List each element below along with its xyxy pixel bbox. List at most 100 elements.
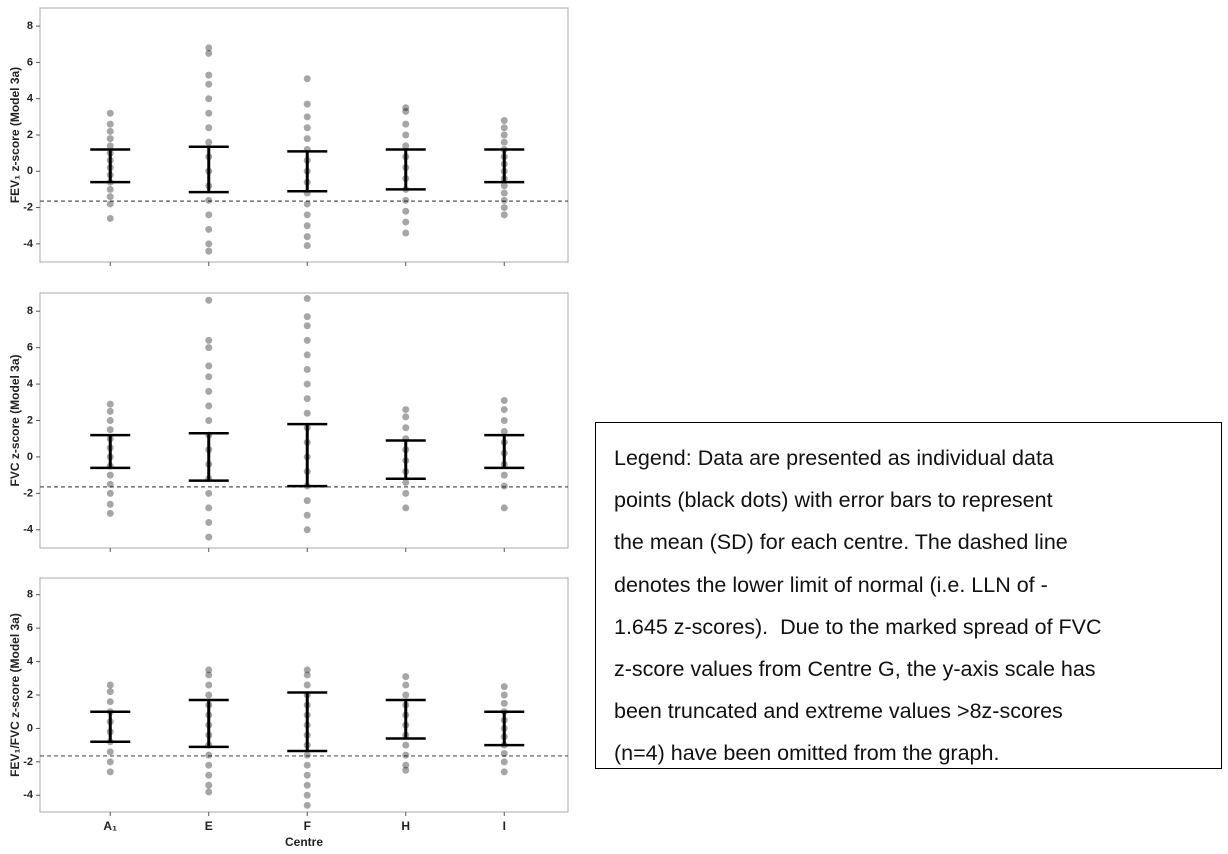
data-point [303,113,311,121]
y-tick-label: 0 [27,451,33,463]
data-point [106,193,114,201]
y-tick-label: -4 [23,789,34,801]
data-point [500,417,508,424]
y-tick-label: 6 [27,622,33,634]
data-point [205,49,213,57]
y-tick-label: 4 [27,378,34,390]
data-point [402,406,410,414]
data-point [205,788,213,796]
data-point [402,218,410,226]
y-tick-label: -4 [23,524,34,536]
data-point [106,509,114,517]
data-point [500,204,508,212]
data-point [303,211,311,219]
data-point [205,666,213,674]
data-point [303,409,311,417]
data-point [303,124,311,132]
data-point [402,131,410,139]
legend-line: z-score values from Centre G, the y-axis… [614,657,1096,682]
data-point [106,135,114,143]
data-point [106,407,114,415]
data-point [303,771,311,779]
data-point [500,691,508,699]
x-tick-label: I [503,819,506,833]
data-point [402,207,410,215]
data-point [205,771,213,779]
legend-line: Legend: Data are presented as individual… [614,446,1054,470]
x-tick-label: E [205,819,213,833]
data-point [402,107,410,115]
data-point [106,400,114,408]
data-point [500,196,508,204]
data-point [402,478,410,486]
data-point [205,247,213,255]
data-point [106,109,114,117]
legend-line: denotes the lower limit of normal (i.e. … [614,572,1048,597]
y-axis-title: FEV₁/FVC z-score (Model 3a) [8,613,22,777]
legend-box: Legend: Data are presented as individual… [595,422,1222,769]
data-point [303,801,311,809]
data-point [205,211,213,219]
y-tick-label: 6 [27,56,33,68]
data-point [205,95,213,103]
y-tick-label: 8 [27,20,33,32]
data-point [402,229,410,237]
data-point [500,406,508,414]
data-point [205,402,213,410]
data-point [205,196,213,204]
data-point [205,296,213,304]
data-point [500,750,508,757]
data-point [106,480,114,488]
y-tick-label: 4 [27,93,34,105]
y-tick-label: -2 [23,201,33,213]
data-point [402,751,410,759]
data-point [205,751,213,759]
data-point [205,519,213,526]
x-tick-label: F [304,819,311,833]
data-point [205,533,213,541]
data-point [205,344,213,352]
data-point [106,748,114,756]
data-point [303,313,311,321]
data-point [500,471,508,479]
data-point [205,240,213,248]
data-point [303,233,311,241]
data-point [205,387,213,395]
data-point [106,698,114,706]
legend-line: the mean (SD) for each centre. The dashe… [614,530,1068,555]
data-point [500,116,508,124]
data-point [303,294,311,302]
data-point [205,489,213,497]
data-point [402,673,410,681]
data-point [106,758,114,766]
data-point [402,413,410,421]
data-point [106,142,114,150]
data-point [106,417,114,424]
data-point [303,497,311,505]
data-point [402,761,410,769]
plot-frame [39,7,569,263]
data-point [402,424,410,432]
data-point [106,500,114,508]
y-tick-label: 8 [27,305,33,317]
data-point [106,681,114,689]
data-point [500,131,508,139]
data-point [205,80,213,88]
data-point [500,138,508,146]
data-point [303,336,311,344]
y-tick-label: 0 [27,722,33,734]
x-tick-label: A₁ [103,819,117,833]
data-point [303,671,311,679]
data-point [205,44,213,52]
x-axis-title: Centre [285,835,323,849]
y-tick-label: -4 [23,238,34,250]
data-point [402,104,410,112]
data-point [402,741,410,749]
data-point [205,671,213,679]
data-point [205,373,213,381]
data-point [303,395,311,403]
data-point [303,242,311,250]
data-point [500,699,508,707]
data-point [303,511,311,519]
charts: -4 -2 0 2 4 6 8 FEV₁ z-score (Model 3a) -4 -2 0 2 4 6… [8,7,569,849]
